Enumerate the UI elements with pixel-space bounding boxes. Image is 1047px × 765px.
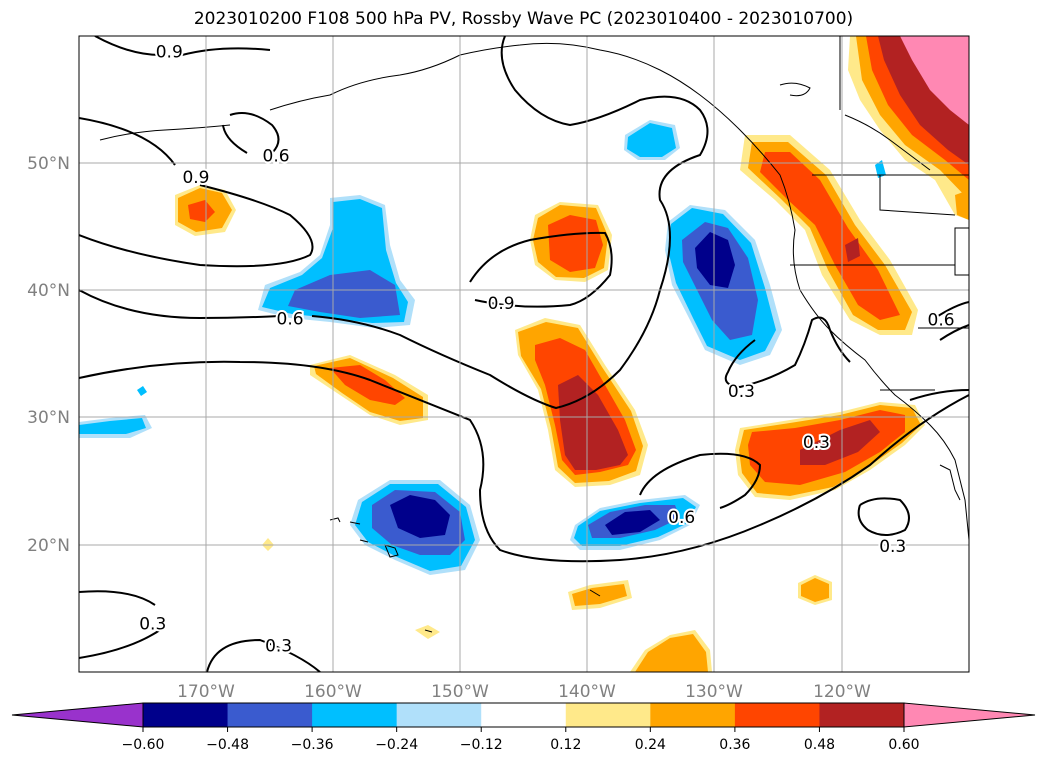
contour-label-5: 0.3 xyxy=(728,382,755,402)
lat-label-40n: 40°N xyxy=(27,281,70,301)
colorbar-tick-8: 0.48 xyxy=(804,737,835,753)
colorbar-tick-5: 0.12 xyxy=(550,737,581,753)
colorbar-segment-3 xyxy=(312,703,398,727)
colorbar-segment-2 xyxy=(227,703,313,727)
contour-label-9: 0.3 xyxy=(139,615,166,635)
colorbar-tick-6: 0.24 xyxy=(635,737,666,753)
contour-label-2: 0.9 xyxy=(182,168,209,188)
contour-label-11: 0.6 xyxy=(928,311,955,331)
contour-label-7: 0.6 xyxy=(668,508,695,528)
contour-label-1: 0.6 xyxy=(263,147,290,167)
lon-label-130w: 130°W xyxy=(685,682,743,700)
colorbar-tick-2: −0.36 xyxy=(291,737,334,753)
colorbar-tick-4: −0.12 xyxy=(460,737,503,753)
lon-label-120w: 120°W xyxy=(813,682,871,700)
contour-label-4: 0.6 xyxy=(277,309,304,329)
pv-shading xyxy=(79,36,969,672)
map-frame xyxy=(78,35,970,673)
colorbar-segment-9 xyxy=(819,703,905,727)
contour-label-0: 0.9 xyxy=(156,42,183,62)
lat-label-30n: 30°N xyxy=(27,408,70,428)
colorbar-extend-low xyxy=(11,702,144,728)
colorbar-tick-0: −0.60 xyxy=(122,737,165,753)
lat-label-50n: 50°N xyxy=(27,154,70,174)
lon-label-150w: 150°W xyxy=(431,682,489,700)
colorbar-segment-1 xyxy=(143,703,229,727)
contour-label-6: 0.3 xyxy=(803,433,830,453)
colorbar-tick-7: 0.36 xyxy=(719,737,750,753)
map-title: 2023010200 F108 500 hPa PV, Rossby Wave … xyxy=(193,9,854,29)
pv-map: 0.9 0.6 0.9 0.9 0.6 0.3 0.3 0.6 0.3 0.3 0.3 0.6 170… xyxy=(27,35,970,700)
contour-labels: 0.9 0.6 0.9 0.9 0.6 0.3 0.3 0.6 0.3 0.3 0.3 0.6 xyxy=(137,40,956,658)
colorbar-extend-high xyxy=(903,702,1036,728)
coastlines xyxy=(99,36,969,633)
lon-label-170w: 170°W xyxy=(177,682,235,700)
graticule xyxy=(79,36,969,672)
lat-label-20n: 20°N xyxy=(27,536,70,556)
colorbar-segment-6 xyxy=(565,703,651,727)
contour-label-3: 0.9 xyxy=(488,294,515,314)
colorbar-segment-5 xyxy=(481,703,567,727)
colorbar-segment-7 xyxy=(650,703,736,727)
contour-label-8: 0.3 xyxy=(879,537,906,557)
lon-label-140w: 140°W xyxy=(558,682,616,700)
colorbar-tick-1: −0.48 xyxy=(206,737,249,753)
lon-label-160w: 160°W xyxy=(304,682,362,700)
contour-label-10: 0.3 xyxy=(265,636,292,656)
colorbar-segment-4 xyxy=(396,703,482,727)
colorbar-tick-9: 0.60 xyxy=(888,737,919,753)
colorbar-segment-8 xyxy=(734,703,820,727)
colorbar-tick-3: −0.24 xyxy=(375,737,418,753)
